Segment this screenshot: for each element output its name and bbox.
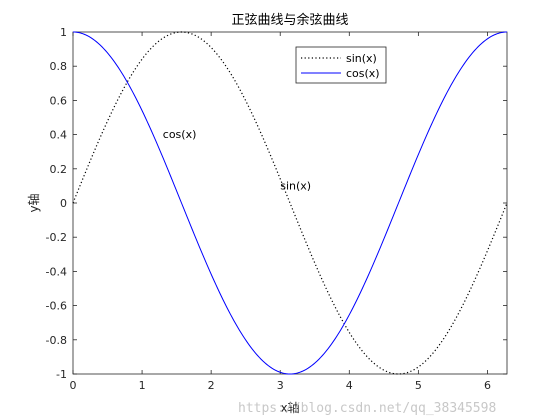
y-tick-label: -0.4	[46, 265, 67, 278]
x-axis-title: x轴	[280, 400, 299, 415]
x-tick-label: 6	[484, 379, 491, 392]
y-tick-label: 0.6	[50, 94, 68, 107]
y-tick-label: 1	[60, 26, 67, 39]
y-tick-label: 0.2	[50, 163, 68, 176]
x-tick-label: 2	[208, 379, 215, 392]
watermark: https://blog.csdn.net/qq_38345598	[238, 401, 496, 416]
annotation-label-0: cos(x)	[163, 128, 197, 141]
legend-cos-label: cos(x)	[346, 67, 380, 80]
axes-box	[72, 31, 508, 375]
legend-box	[295, 46, 387, 84]
x-tick-label: 4	[346, 379, 353, 392]
chart-title: 正弦曲线与余弦曲线	[231, 12, 348, 28]
y-tick-label: -0.8	[46, 334, 67, 347]
axis-ticks: 0 1 2 3 4 5 6 1 0.8 0.6 0.4 0.2 0 -0.2 -0.4 -0.6 -0.8 -1	[46, 26, 507, 392]
y-tick-label: 0	[60, 197, 67, 210]
x-tick-label: 5	[415, 379, 422, 392]
series-line-cos	[72, 31, 508, 375]
y-axis-title: y轴	[26, 193, 41, 212]
series-layer	[72, 31, 508, 375]
legend-sin-label: sin(x)	[346, 52, 377, 65]
x-tick-label: 3	[277, 379, 284, 392]
x-tick-label: 0	[70, 379, 77, 392]
plot-area	[72, 31, 508, 375]
y-tick-label: 0.8	[50, 60, 68, 73]
annotation-label-1: sin(x)	[280, 179, 311, 192]
annotation-layer: cos(x) sin(x)	[163, 128, 311, 192]
legend: sin(x) cos(x)	[295, 46, 387, 84]
y-tick-label: 0.4	[50, 129, 68, 142]
y-tick-label: -0.2	[46, 231, 67, 244]
x-tick-label: 1	[139, 379, 146, 392]
y-tick-label: -0.6	[46, 300, 67, 313]
y-tick-label: -1	[56, 368, 67, 381]
